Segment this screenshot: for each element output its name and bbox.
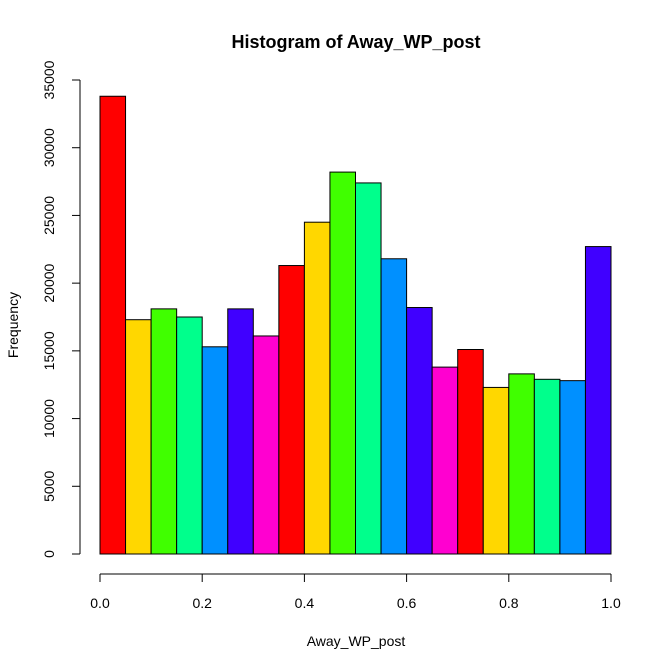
x-tick-label: 0.6 xyxy=(397,595,417,611)
y-tick-label: 20000 xyxy=(41,263,57,302)
histogram-bar xyxy=(201,346,229,555)
y-axis-label: Frequency xyxy=(5,292,21,358)
x-tick-label: 0.8 xyxy=(499,595,519,611)
histogram-bar xyxy=(584,246,612,555)
y-tick-label: 0 xyxy=(41,550,57,558)
histogram-bar xyxy=(278,265,305,555)
histogram-bar xyxy=(431,366,459,555)
histogram-bar xyxy=(227,308,254,555)
x-tick-label: 0.2 xyxy=(192,595,212,611)
y-axis: 0 5000 10000 15000 20000 25000 30000 35000 xyxy=(41,60,81,558)
y-tick-label: 15000 xyxy=(41,331,57,370)
histogram-bar xyxy=(406,307,433,555)
y-tick-label: 30000 xyxy=(41,128,57,167)
x-axis-label: Away_WP_post xyxy=(307,633,406,649)
x-axis: 0.0 0.2 0.4 0.6 0.8 1.0 xyxy=(90,573,621,611)
histogram-bar xyxy=(380,258,408,555)
histogram-bar xyxy=(329,171,357,555)
histogram-bar xyxy=(482,386,510,555)
histogram-bar xyxy=(150,308,178,555)
histogram-bar xyxy=(99,95,127,555)
histogram-bar xyxy=(303,221,331,555)
y-tick-label: 5000 xyxy=(41,471,57,502)
bars xyxy=(99,95,612,555)
x-tick-label: 0.4 xyxy=(295,595,315,611)
y-tick-label: 10000 xyxy=(41,399,57,438)
histogram-bar xyxy=(533,378,561,555)
histogram-bar xyxy=(252,335,280,555)
y-tick-label: 35000 xyxy=(41,60,57,99)
x-tick-label: 1.0 xyxy=(601,595,621,611)
histogram-bar xyxy=(457,349,484,555)
histogram-bar xyxy=(176,316,203,555)
x-tick-label: 0.0 xyxy=(90,595,110,611)
histogram-bar xyxy=(508,373,535,555)
y-tick-label: 25000 xyxy=(41,196,57,235)
chart-title: Histogram of Away_WP_post xyxy=(231,32,480,52)
histogram-bar xyxy=(125,319,152,555)
histogram-bar xyxy=(355,182,382,555)
histogram-bar xyxy=(559,380,586,555)
